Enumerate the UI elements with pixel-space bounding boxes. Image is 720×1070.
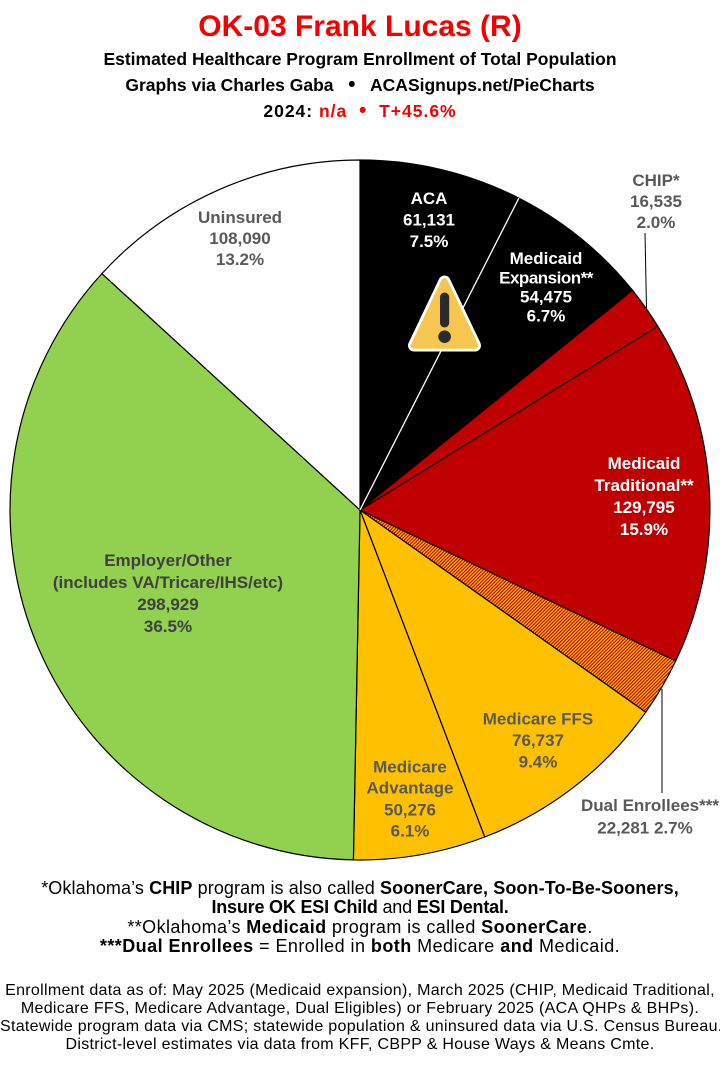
svg-text:Expansion**: Expansion** <box>499 269 594 288</box>
svg-text:36.5%: 36.5% <box>144 617 192 636</box>
svg-text:Employer/Other: Employer/Other <box>104 551 232 570</box>
svg-text:108,090: 108,090 <box>209 229 270 248</box>
svg-text:6.1%: 6.1% <box>391 822 430 841</box>
svg-text:298,929: 298,929 <box>137 595 198 614</box>
svg-text:Traditional**: Traditional** <box>594 476 694 495</box>
svg-text:61,131: 61,131 <box>403 211 455 230</box>
svg-text:ACA: ACA <box>411 189 448 208</box>
svg-text:16,535: 16,535 <box>630 192 682 211</box>
svg-text:Advantage: Advantage <box>367 779 454 798</box>
svg-text:15.9%: 15.9% <box>620 520 668 539</box>
svg-text:Medicaid: Medicaid <box>510 249 583 268</box>
svg-text:22,281 2.7%: 22,281 2.7% <box>597 819 692 838</box>
svg-text:(includes VA/Tricare/IHS/etc): (includes VA/Tricare/IHS/etc) <box>53 573 283 592</box>
svg-text:54,475: 54,475 <box>520 288 572 307</box>
svg-text:CHIP*: CHIP* <box>632 171 680 190</box>
svg-text:Medicare: Medicare <box>373 758 447 777</box>
svg-text:129,795: 129,795 <box>613 498 674 517</box>
svg-text:6.7%: 6.7% <box>527 307 566 326</box>
svg-text:Dual Enrollees***: Dual Enrollees*** <box>581 796 719 815</box>
svg-text:Uninsured: Uninsured <box>198 208 282 227</box>
svg-text:2.0%: 2.0% <box>637 213 676 232</box>
svg-text:50,276: 50,276 <box>384 801 436 820</box>
svg-text:9.4%: 9.4% <box>519 753 558 772</box>
svg-text:13.2%: 13.2% <box>216 250 264 269</box>
svg-text:76,737: 76,737 <box>512 731 564 750</box>
svg-text:7.5%: 7.5% <box>410 232 449 251</box>
svg-text:Medicaid: Medicaid <box>608 454 681 473</box>
svg-text:Medicare FFS: Medicare FFS <box>483 710 594 729</box>
